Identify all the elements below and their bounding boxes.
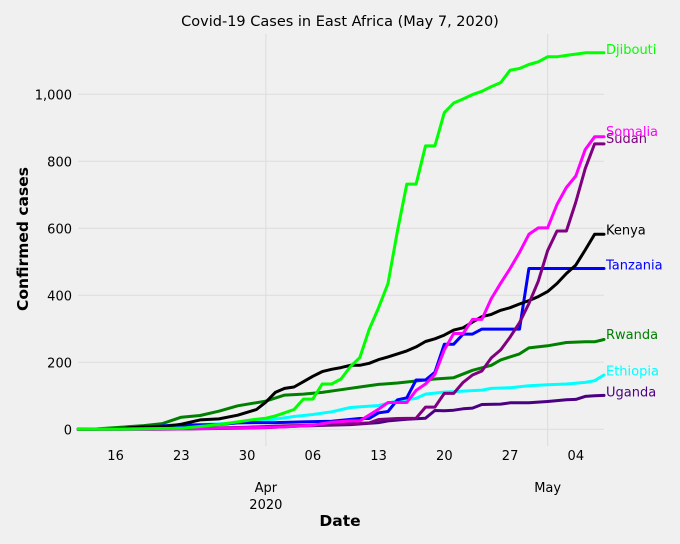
series-line-rwanda: [76, 338, 606, 431]
x-axis: 16 23 30 Apr 2020 06 13 20 27 May 04: [107, 449, 584, 513]
series-label-rwanda: Rwanda: [606, 328, 658, 343]
y-tick-label: 800: [47, 155, 72, 170]
series-label-tanzania: Tanzania: [605, 258, 663, 273]
x-tick-label: 30: [239, 449, 256, 464]
x-tick-label: 27: [502, 449, 519, 464]
x-tick-label: 13: [370, 449, 387, 464]
x-tick-label-line: Apr: [255, 481, 278, 496]
x-tick-label: 23: [173, 449, 190, 464]
series-line-somalia: [76, 135, 606, 431]
x-tick-label-major: May: [534, 481, 561, 496]
y-tick-label: 200: [47, 356, 72, 371]
x-tick-label-line: May: [534, 481, 561, 496]
x-axis-label: Date: [319, 512, 360, 530]
x-tick-label: 20: [436, 449, 453, 464]
y-axis: 0 200 400 600 800 1,000: [35, 88, 72, 438]
series-label-somalia: Somalia: [606, 125, 658, 140]
y-tick-label: 400: [47, 289, 72, 304]
series-label-djibouti: Djibouti: [606, 43, 656, 58]
series-label-kenya: Kenya: [606, 223, 646, 238]
series-label-ethiopia: Ethiopia: [606, 365, 659, 380]
y-tick-label: 600: [47, 222, 72, 237]
x-tick-label-line: 2020: [249, 498, 282, 513]
x-tick-label: 04: [568, 449, 585, 464]
x-tick-label: 16: [107, 449, 124, 464]
y-tick-label: 0: [64, 423, 72, 438]
y-axis-label: Confirmed cases: [14, 167, 32, 311]
series-line-djibouti: [76, 51, 606, 431]
series-label-uganda: Uganda: [606, 386, 656, 401]
x-tick-label: 06: [305, 449, 322, 464]
series-label-sudan: Sudan: [606, 132, 647, 147]
series-lines: [76, 51, 606, 431]
x-tick-label-major: Apr 2020: [249, 481, 282, 513]
series-labels: Uganda Ethiopia Rwanda Tanzania Kenya SudanSo…: [605, 43, 663, 401]
chart-title: Covid-19 Cases in East Africa (May 7, 20…: [181, 14, 499, 30]
y-tick-label: 1,000: [35, 88, 72, 103]
